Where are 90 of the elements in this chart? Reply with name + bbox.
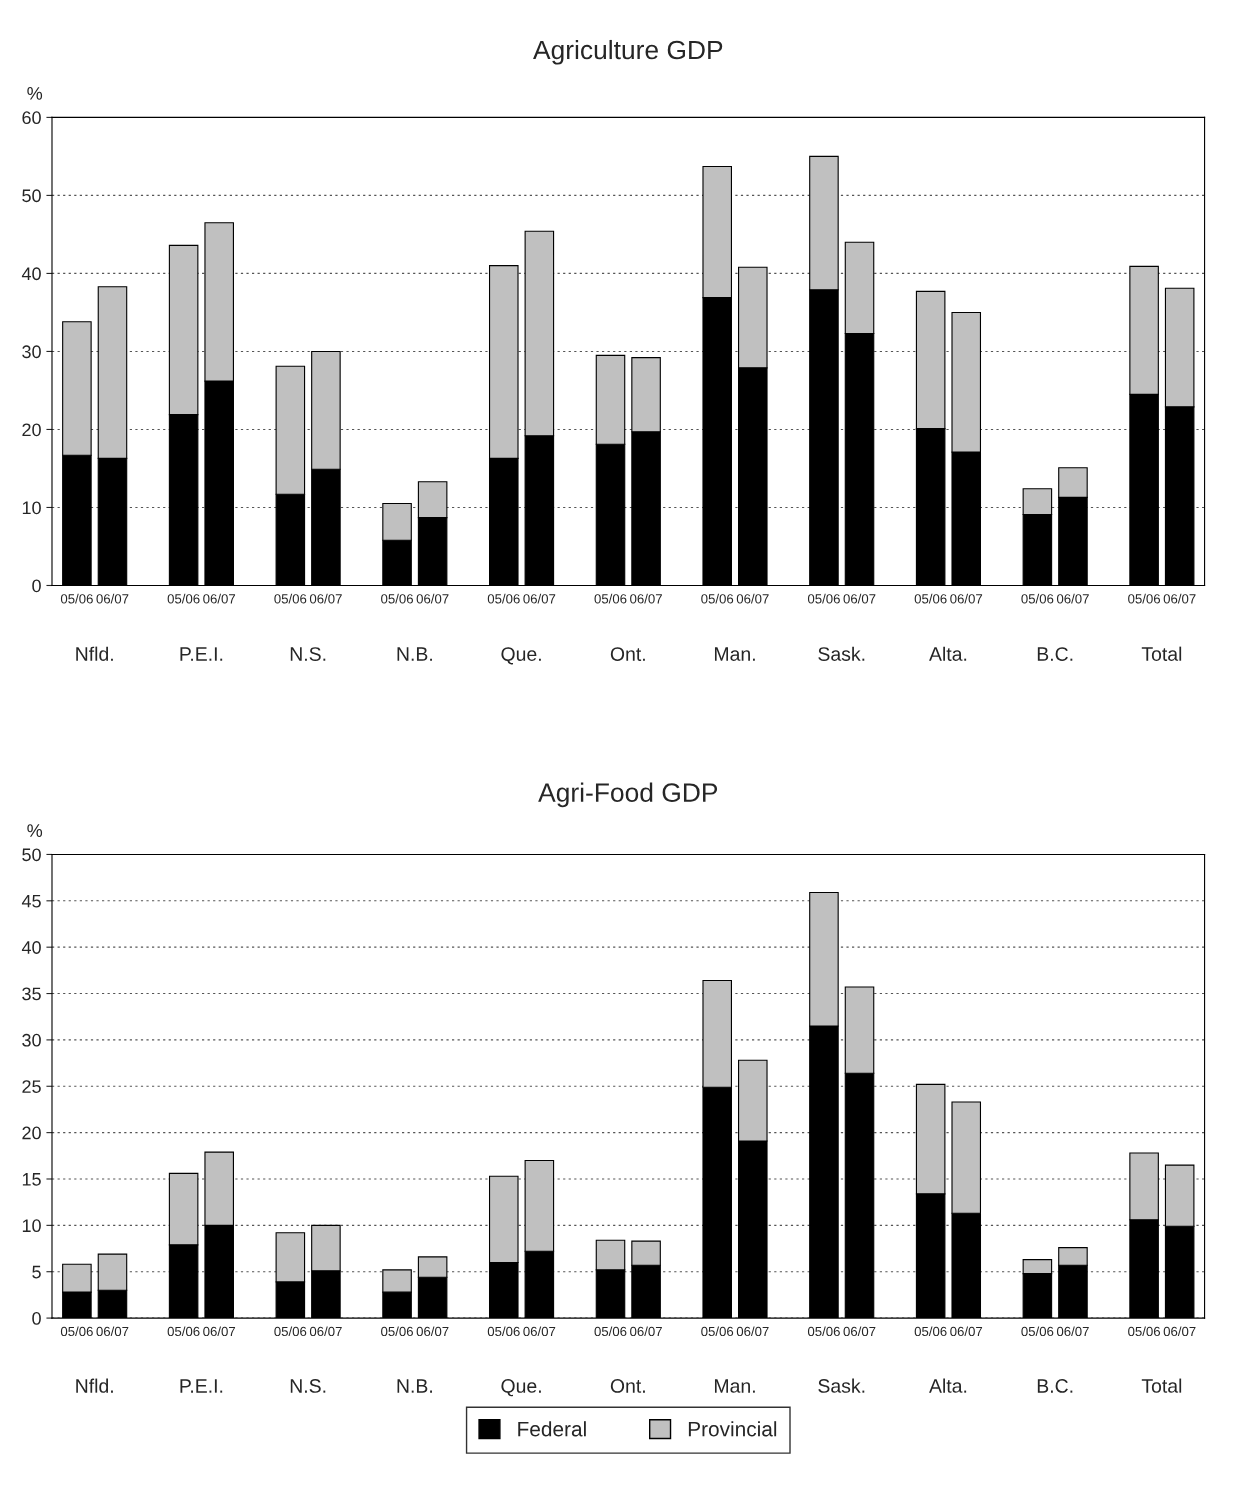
text: Nfld. xyxy=(76,1378,113,1393)
x-tick-label: 05/06 xyxy=(60,593,93,604)
text: N.S. xyxy=(290,647,326,661)
text: Man. xyxy=(714,647,755,661)
x-tick-label: 06/07 xyxy=(630,1326,662,1337)
x-tick-label: 05/06 xyxy=(594,1326,627,1337)
x-tick-label: 06/07 xyxy=(736,593,769,604)
text: P.E.I. xyxy=(180,1379,223,1393)
y-tick-label: 10 xyxy=(22,1219,41,1233)
x-tick-label: 05/06 xyxy=(701,593,734,604)
chart-title: Agri-Food GDP xyxy=(538,782,718,808)
y-tick-label: 25 xyxy=(22,1080,41,1093)
x-tick-label: 06/07 xyxy=(1056,1326,1089,1337)
y-tick-label: 40 xyxy=(21,267,41,281)
x-tick-label: 06/07 xyxy=(950,1326,983,1337)
x-tick-label: 06/07 xyxy=(630,593,662,604)
text: Nfld. xyxy=(76,646,113,661)
x-tick-label: 05/06 xyxy=(807,593,840,604)
chart-title: Agriculture GDP xyxy=(533,39,723,65)
y-tick-label: 50 xyxy=(22,189,41,203)
y-axis-title: % xyxy=(27,87,43,100)
y-tick-label: 40 xyxy=(21,941,41,954)
text: Alta. xyxy=(929,646,967,661)
y-tick-label: 35 xyxy=(22,987,41,1001)
x-tick-label: 06/07 xyxy=(843,1326,876,1337)
x-tick-label: 06/07 xyxy=(950,593,983,604)
x-tick-label: 05/06 xyxy=(167,593,200,604)
y-tick-label: 15 xyxy=(22,1173,41,1186)
x-tick-label: 05/06 xyxy=(381,1326,413,1337)
y-tick-label: 45 xyxy=(21,894,41,908)
text: Que. xyxy=(501,647,541,665)
x-tick-label: 06/07 xyxy=(736,1326,769,1337)
text: Que. xyxy=(501,1379,541,1397)
x-tick-label: 05/06 xyxy=(60,1326,93,1337)
x-tick-label: 06/07 xyxy=(96,1326,129,1337)
legend-label: Provincial xyxy=(688,1421,777,1437)
x-tick-label: 06/07 xyxy=(203,593,236,604)
x-tick-label: 05/06 xyxy=(487,1326,520,1337)
legend-label: Federal xyxy=(518,1421,586,1437)
text: B.C. xyxy=(1037,647,1073,661)
y-tick-label: 5 xyxy=(32,1265,41,1279)
y-tick-label: 20 xyxy=(22,1126,41,1140)
y-tick-label: 60 xyxy=(22,111,41,125)
x-tick-label: 05/06 xyxy=(274,593,307,604)
x-tick-label: 06/07 xyxy=(523,593,556,604)
x-tick-label: 06/07 xyxy=(309,1326,342,1337)
x-tick-label: 05/06 xyxy=(1021,593,1054,604)
text: Ont. xyxy=(610,647,645,661)
y-tick-label: 30 xyxy=(22,345,41,359)
x-tick-label: 05/06 xyxy=(914,593,947,604)
x-tick-label: 05/06 xyxy=(381,593,413,604)
text: Man. xyxy=(714,1379,755,1393)
text: Total xyxy=(1141,646,1182,661)
text: Sask. xyxy=(818,646,865,661)
y-tick-label: 20 xyxy=(22,423,41,437)
y-tick-label: 50 xyxy=(22,848,41,862)
x-tick-label: 05/06 xyxy=(167,1326,200,1337)
x-tick-label: 05/06 xyxy=(1021,1326,1054,1337)
text: Total xyxy=(1141,1378,1182,1393)
x-tick-label: 06/07 xyxy=(96,593,129,604)
x-tick-label: 06/07 xyxy=(309,593,342,604)
x-tick-label: 05/06 xyxy=(701,1326,734,1337)
x-tick-label: 05/06 xyxy=(274,1326,307,1337)
y-tick-label: 30 xyxy=(22,1033,41,1047)
text: P.E.I. xyxy=(180,647,223,661)
text: N.B. xyxy=(397,1379,432,1393)
text: Sask. xyxy=(818,1378,865,1393)
x-tick-label: 05/06 xyxy=(914,1326,947,1337)
x-tick-label: 06/07 xyxy=(1163,1326,1196,1337)
y-tick-label: 10 xyxy=(22,501,41,515)
x-tick-label: 05/06 xyxy=(594,593,627,604)
x-tick-label: 05/06 xyxy=(807,1326,840,1337)
x-tick-label: 06/07 xyxy=(416,1326,449,1337)
x-tick-label: 06/07 xyxy=(843,593,876,604)
x-tick-label: 05/06 xyxy=(487,593,520,604)
y-axis-title: % xyxy=(27,824,43,837)
y-tick-label: 0 xyxy=(32,579,41,593)
text: N.S. xyxy=(290,1379,326,1393)
text: Ont. xyxy=(610,1379,645,1393)
y-tick-label: 0 xyxy=(32,1312,41,1325)
text: Alta. xyxy=(929,1378,967,1393)
text: N.B. xyxy=(397,647,432,661)
x-tick-label: 05/06 xyxy=(1128,1326,1161,1337)
x-tick-label: 05/06 xyxy=(1128,593,1161,604)
text: B.C. xyxy=(1037,1379,1073,1393)
x-tick-label: 06/07 xyxy=(1163,593,1196,604)
x-tick-label: 06/07 xyxy=(1056,593,1089,604)
x-tick-label: 06/07 xyxy=(416,593,449,604)
x-tick-label: 06/07 xyxy=(523,1326,556,1337)
x-tick-label: 06/07 xyxy=(203,1326,236,1337)
